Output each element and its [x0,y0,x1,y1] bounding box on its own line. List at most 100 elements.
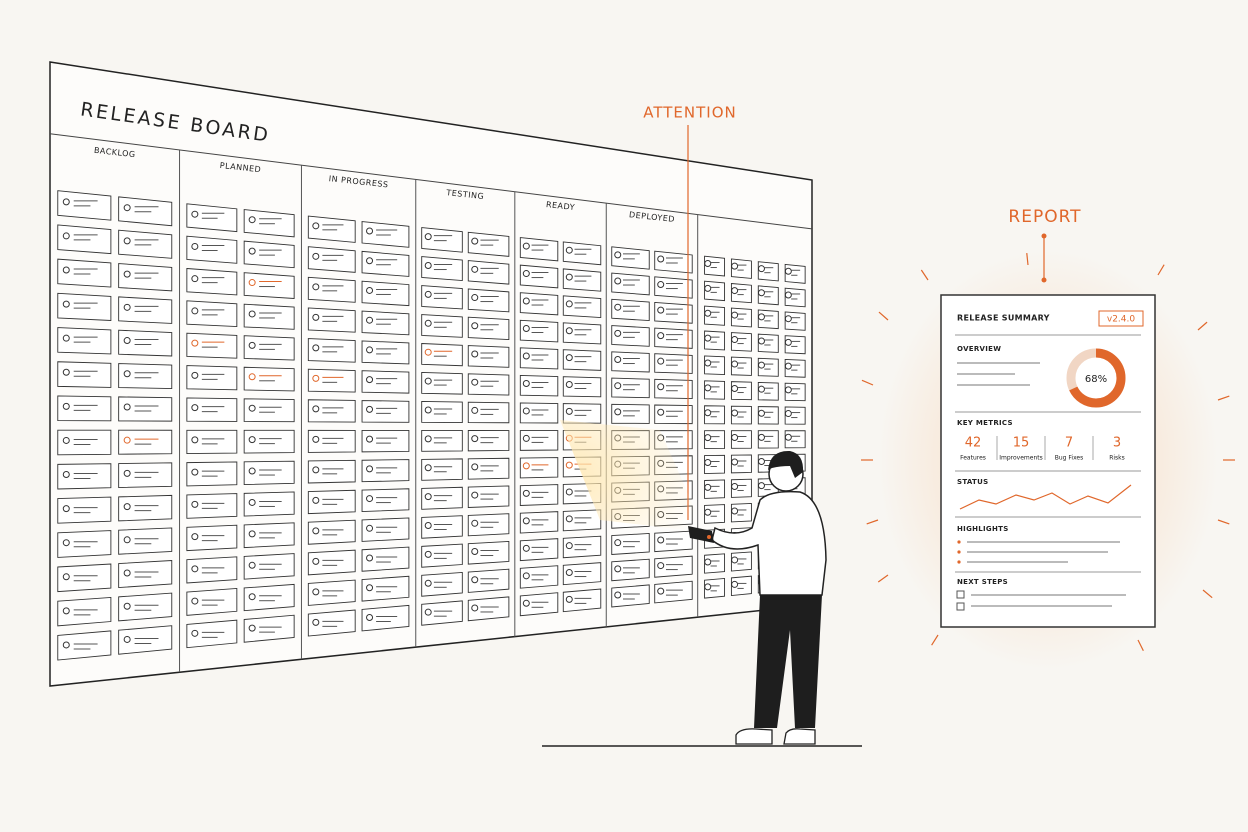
card-dot [757,265,765,273]
card-dot [565,542,573,550]
task-card [243,335,295,361]
card-dot [248,498,256,506]
ray [1026,253,1029,266]
card-dot [248,247,256,255]
card-dot [312,344,320,352]
task-card [243,272,295,299]
card-dot [366,435,374,443]
card-dot [366,465,374,473]
task-card [421,372,463,395]
card-dot [191,307,199,315]
card-dot [366,257,374,265]
task-card [118,592,173,622]
task-card [654,250,693,274]
task-card [519,457,559,479]
card-dot [614,408,622,416]
task-card [243,398,295,423]
card-dot [522,242,530,250]
task-card [784,430,806,449]
card-dot [471,519,479,527]
column-header: PLANNED [219,161,261,174]
card-dot [312,618,320,626]
task-card [361,310,410,336]
card-dot [312,557,320,565]
task-card [704,305,726,326]
task-card [519,538,559,562]
task-card [562,349,602,371]
task-card [730,307,752,328]
task-card [757,430,779,449]
card-dot [731,580,739,588]
card-dot [123,403,131,411]
task-card [57,530,112,558]
card-dot [191,436,199,444]
task-card [654,404,693,425]
card-dot [757,337,765,345]
card-dot [757,409,765,417]
metric-label: Features [960,455,986,462]
card-dot [366,613,374,621]
task-card [361,604,410,632]
card-dot [757,433,765,441]
task-card [562,562,602,586]
progress-donut [1066,348,1126,408]
task-card [57,224,112,255]
task-card [704,454,726,474]
card-dot [62,334,70,342]
task-card [519,484,559,506]
ray [1157,264,1165,276]
card-dot [731,311,739,319]
card-dot [565,515,573,523]
task-card [611,272,650,296]
task-card [562,403,602,424]
card-dot [471,548,479,556]
ray [1202,589,1213,599]
card-dot [565,569,573,577]
card-dot [312,313,320,321]
card-dot [731,458,739,466]
card-dot [123,270,131,278]
card-dot [312,405,320,413]
task-card [611,403,650,424]
task-card [704,430,726,450]
card-dot [657,383,665,391]
task-card [730,332,752,352]
task-card [467,568,510,593]
task-card [361,340,410,365]
task-card [467,288,510,313]
card-dot [757,457,765,465]
card-dot [614,303,622,311]
card-dot [191,242,199,250]
card-dot [731,507,739,515]
status-heading: STATUS [957,478,988,486]
task-card [361,546,410,572]
task-card [243,614,295,643]
task-card [361,370,410,394]
metric-label: Improvements [999,455,1043,462]
task-card [704,479,726,499]
task-card [118,263,173,292]
card-dot [522,599,530,607]
card-dot [522,489,530,497]
task-card [757,309,779,330]
task-card [704,504,726,524]
ray [877,574,889,583]
person [542,420,862,747]
task-card [654,327,693,349]
task-card [186,429,238,455]
task-card [186,332,238,359]
card-dot [366,584,374,592]
card-dot [191,404,199,412]
card-dot [123,337,131,345]
task-card [562,588,602,613]
card-dot [248,624,256,632]
card-dot [62,198,70,206]
task-card [361,575,410,602]
task-card [757,381,779,401]
task-card [186,235,238,264]
card-dot [614,251,622,259]
card-dot [62,402,70,410]
task-card [519,319,559,343]
task-card [467,485,510,508]
